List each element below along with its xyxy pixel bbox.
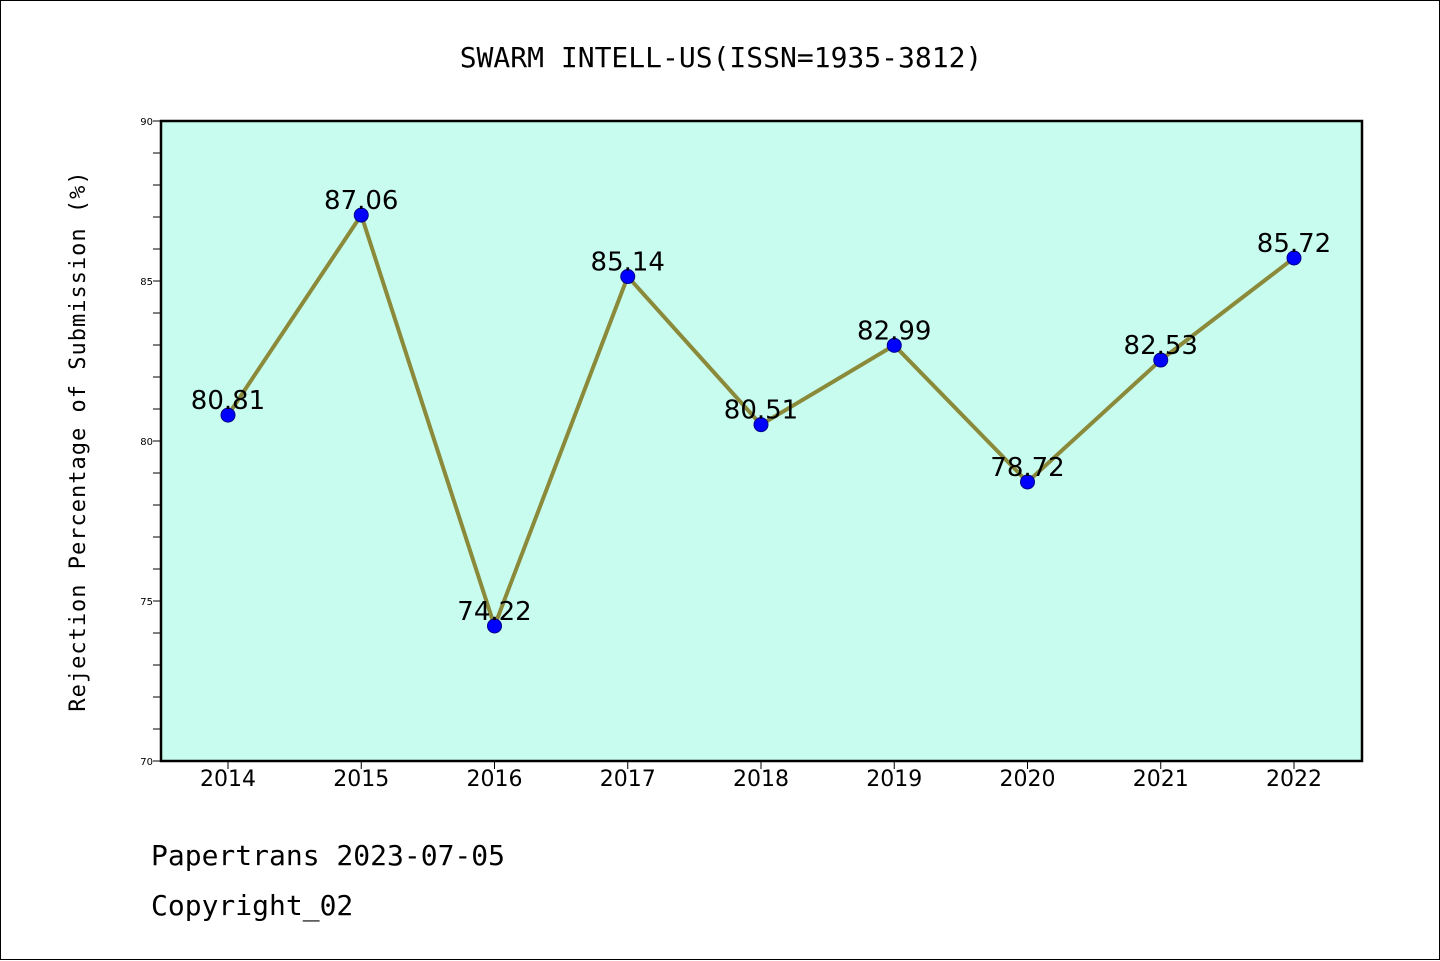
- y-tick-label: 70: [140, 757, 153, 768]
- y-tick-label: 80: [140, 437, 153, 448]
- x-axis: 2014 2015 2016 2017 2018 2019 2020 2021 2022: [200, 761, 1322, 792]
- plot-border: [159, 119, 1364, 763]
- y-axis: 70 75 80 85 90: [140, 117, 161, 768]
- data-point: [753, 417, 769, 433]
- x-tick-label: 2017: [600, 767, 656, 792]
- x-tick-label: 2021: [1133, 767, 1189, 792]
- y-axis-label: Rejection Percentage of Submission (%): [66, 170, 91, 711]
- plot-area: [161, 121, 1362, 761]
- footer-copyright: Copyright_02: [151, 889, 353, 923]
- x-tick-label: 2022: [1266, 767, 1322, 792]
- data-point: [1286, 250, 1302, 266]
- data-point: [1020, 474, 1035, 490]
- data-label: 82.99: [857, 316, 931, 346]
- data-point: [487, 618, 502, 634]
- data-label: 80.81: [191, 386, 265, 416]
- x-tick-label: 2019: [866, 767, 922, 792]
- data-label: 80.51: [724, 396, 798, 426]
- x-tick-label: 2020: [1000, 767, 1056, 792]
- data-labels: 80.81 87.06 74.22 85.14 80.51 82.99 78.72 82.53…: [191, 186, 1331, 627]
- data-label: 85.72: [1257, 229, 1331, 259]
- data-label: 85.14: [591, 248, 665, 278]
- data-label: 82.53: [1124, 331, 1198, 361]
- series-layer: [220, 207, 1302, 634]
- data-point: [886, 337, 902, 353]
- data-point: [1153, 352, 1169, 368]
- data-label: 78.72: [990, 453, 1064, 483]
- data-point: [220, 407, 236, 423]
- y-tick-label: 90: [140, 117, 153, 128]
- x-tick-label: 2018: [733, 767, 789, 792]
- chart-title: SWARM INTELL-US(ISSN=1935-3812): [460, 41, 983, 74]
- data-point: [353, 207, 369, 223]
- data-label: 74.22: [457, 597, 531, 627]
- footer-date: Papertrans 2023-07-05: [151, 839, 505, 872]
- x-tick-label: 2015: [333, 767, 389, 792]
- data-label: 87.06: [324, 186, 398, 216]
- data-point: [620, 269, 636, 285]
- y-tick-label: 75: [140, 597, 153, 608]
- x-tick-label: 2016: [467, 767, 523, 792]
- x-tick-label: 2014: [200, 767, 256, 792]
- y-tick-label: 85: [140, 277, 153, 288]
